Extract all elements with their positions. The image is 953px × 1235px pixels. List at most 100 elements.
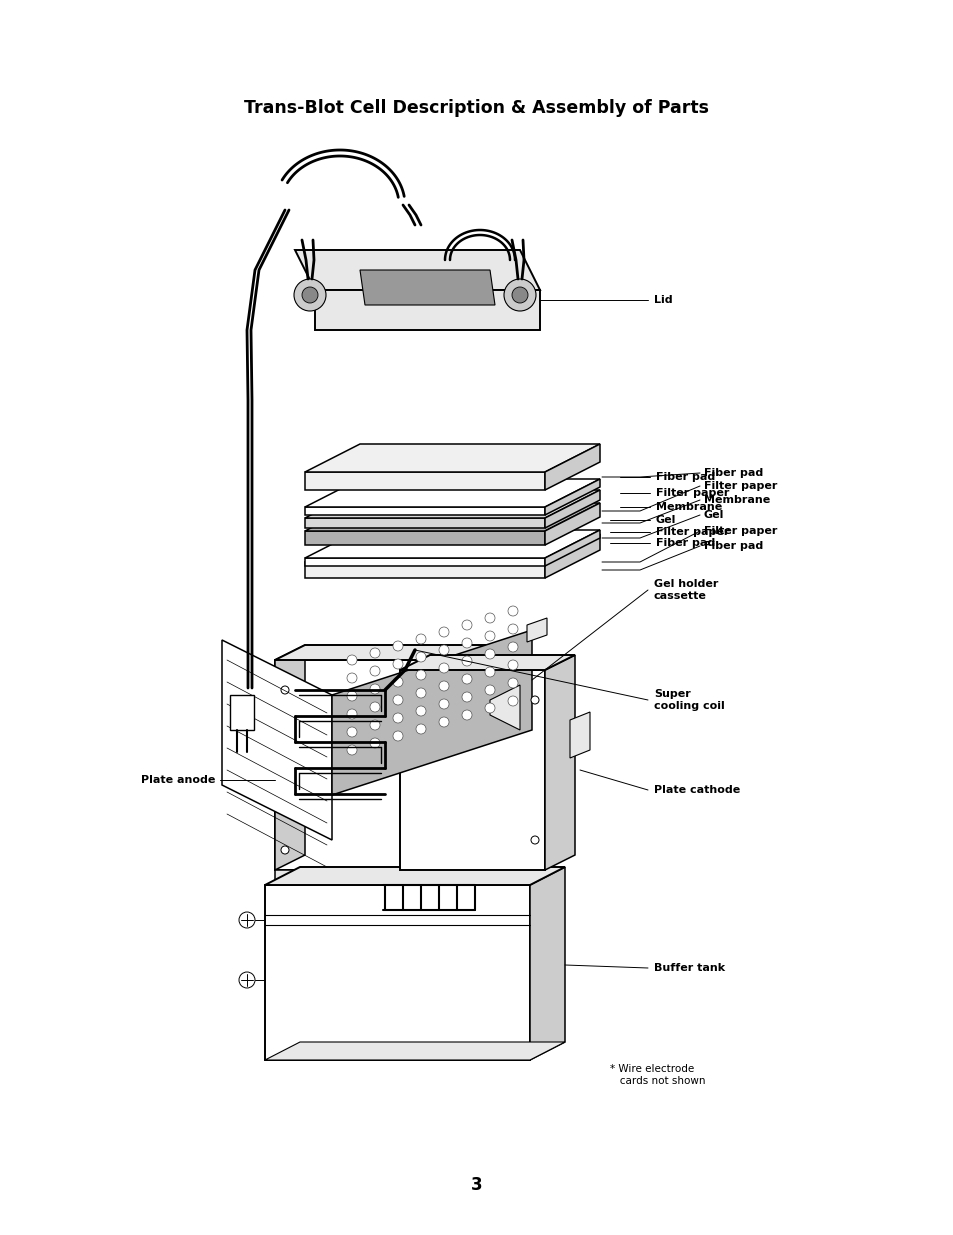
Circle shape bbox=[370, 720, 379, 730]
Polygon shape bbox=[399, 671, 544, 869]
Circle shape bbox=[347, 709, 356, 719]
Circle shape bbox=[438, 663, 449, 673]
Circle shape bbox=[347, 673, 356, 683]
Text: Filter paper: Filter paper bbox=[656, 527, 729, 537]
Circle shape bbox=[393, 659, 402, 669]
Circle shape bbox=[393, 641, 402, 651]
Text: * Wire electrode
   cards not shown: * Wire electrode cards not shown bbox=[609, 1065, 705, 1086]
Circle shape bbox=[347, 727, 356, 737]
Text: 3: 3 bbox=[471, 1176, 482, 1194]
Polygon shape bbox=[544, 503, 599, 545]
Circle shape bbox=[302, 287, 317, 303]
Circle shape bbox=[347, 745, 356, 755]
Circle shape bbox=[281, 685, 289, 694]
Text: Membrane: Membrane bbox=[703, 495, 769, 505]
Circle shape bbox=[393, 713, 402, 722]
Circle shape bbox=[507, 642, 517, 652]
Circle shape bbox=[370, 684, 379, 694]
Circle shape bbox=[461, 710, 472, 720]
Circle shape bbox=[461, 656, 472, 666]
Circle shape bbox=[416, 724, 426, 734]
Circle shape bbox=[370, 666, 379, 676]
Polygon shape bbox=[359, 270, 495, 305]
Circle shape bbox=[438, 718, 449, 727]
Circle shape bbox=[503, 279, 536, 311]
Circle shape bbox=[239, 972, 254, 988]
Polygon shape bbox=[294, 249, 539, 290]
Circle shape bbox=[438, 627, 449, 637]
Text: Gel holder
cassette: Gel holder cassette bbox=[654, 579, 718, 600]
Circle shape bbox=[370, 701, 379, 713]
Circle shape bbox=[416, 634, 426, 643]
Polygon shape bbox=[544, 530, 599, 566]
Circle shape bbox=[507, 697, 517, 706]
Circle shape bbox=[531, 697, 538, 704]
Text: Filter paper: Filter paper bbox=[703, 480, 777, 492]
Circle shape bbox=[484, 703, 495, 713]
Text: Fiber pad: Fiber pad bbox=[656, 538, 715, 548]
Polygon shape bbox=[490, 685, 519, 730]
Polygon shape bbox=[274, 645, 519, 659]
Polygon shape bbox=[305, 517, 544, 529]
Polygon shape bbox=[274, 645, 305, 869]
Circle shape bbox=[461, 638, 472, 648]
Text: Fiber pad: Fiber pad bbox=[703, 468, 762, 478]
Text: Filter paper: Filter paper bbox=[703, 526, 777, 536]
Circle shape bbox=[416, 652, 426, 662]
Circle shape bbox=[507, 678, 517, 688]
Circle shape bbox=[461, 620, 472, 630]
Polygon shape bbox=[305, 472, 544, 490]
Circle shape bbox=[531, 836, 538, 844]
Polygon shape bbox=[274, 659, 490, 869]
Polygon shape bbox=[544, 479, 599, 515]
Polygon shape bbox=[332, 630, 532, 795]
Polygon shape bbox=[265, 867, 564, 885]
Polygon shape bbox=[544, 490, 599, 529]
Circle shape bbox=[370, 648, 379, 658]
Circle shape bbox=[416, 706, 426, 716]
Polygon shape bbox=[305, 445, 599, 472]
Circle shape bbox=[512, 287, 527, 303]
Polygon shape bbox=[399, 655, 575, 671]
Circle shape bbox=[507, 659, 517, 671]
Polygon shape bbox=[305, 558, 544, 566]
Polygon shape bbox=[526, 618, 546, 642]
Text: Plate cathode: Plate cathode bbox=[654, 785, 740, 795]
Text: Super
cooling coil: Super cooling coil bbox=[654, 689, 724, 711]
Text: Fiber pad: Fiber pad bbox=[656, 472, 715, 482]
Polygon shape bbox=[544, 655, 575, 869]
Circle shape bbox=[416, 688, 426, 698]
Circle shape bbox=[370, 739, 379, 748]
Circle shape bbox=[281, 846, 289, 853]
Polygon shape bbox=[544, 534, 599, 578]
Text: Gel: Gel bbox=[703, 510, 723, 520]
Text: Gel: Gel bbox=[656, 515, 676, 525]
Circle shape bbox=[461, 692, 472, 701]
Circle shape bbox=[461, 674, 472, 684]
Text: Fiber pad: Fiber pad bbox=[703, 541, 762, 551]
Text: Filter paper: Filter paper bbox=[656, 488, 729, 498]
Polygon shape bbox=[305, 479, 599, 508]
Circle shape bbox=[438, 699, 449, 709]
Circle shape bbox=[294, 279, 326, 311]
Text: Buffer tank: Buffer tank bbox=[654, 963, 724, 973]
Text: Plate anode: Plate anode bbox=[140, 776, 214, 785]
Circle shape bbox=[438, 680, 449, 692]
Polygon shape bbox=[530, 867, 564, 1060]
Text: Lid: Lid bbox=[654, 295, 672, 305]
Text: Trans-Blot Cell Description & Assembly of Parts: Trans-Blot Cell Description & Assembly o… bbox=[244, 99, 709, 117]
Polygon shape bbox=[265, 1042, 564, 1060]
Circle shape bbox=[484, 631, 495, 641]
Circle shape bbox=[507, 624, 517, 634]
Circle shape bbox=[484, 667, 495, 677]
Circle shape bbox=[393, 677, 402, 687]
Circle shape bbox=[393, 731, 402, 741]
Polygon shape bbox=[230, 695, 253, 730]
Polygon shape bbox=[544, 445, 599, 490]
Polygon shape bbox=[305, 530, 599, 558]
Polygon shape bbox=[314, 290, 539, 330]
Circle shape bbox=[239, 911, 254, 927]
Polygon shape bbox=[569, 713, 589, 758]
Polygon shape bbox=[305, 508, 544, 515]
Circle shape bbox=[393, 695, 402, 705]
